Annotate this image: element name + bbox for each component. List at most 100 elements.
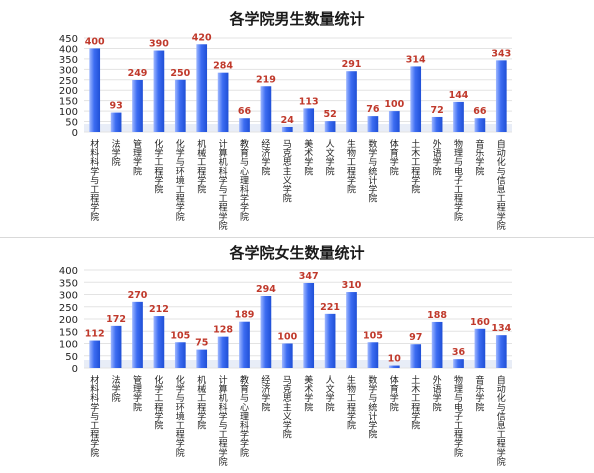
data-label: 105: [170, 330, 190, 341]
bar: [495, 335, 507, 368]
bar: [431, 321, 443, 368]
bar: [303, 108, 315, 132]
bar: [174, 342, 186, 368]
x-tick-label: 体育学院: [390, 138, 399, 177]
data-label: 212: [149, 304, 169, 315]
bar: [260, 86, 272, 132]
chart-title: 各学院女生数量统计: [228, 244, 364, 262]
x-tick-label: 自动化与信息工程学院: [497, 374, 506, 468]
data-label: 188: [427, 310, 447, 321]
x-tick-label: 管理学院: [133, 374, 142, 413]
x-tick-label: 经济学院: [261, 374, 270, 413]
bar: [89, 340, 101, 368]
bar: [410, 66, 422, 132]
data-label: 250: [170, 68, 190, 79]
data-label: 66: [473, 106, 487, 117]
data-label: 347: [299, 271, 319, 282]
y-tick-label: 300: [59, 65, 78, 76]
x-tick-label: 机械工程学院: [197, 138, 206, 196]
bar: [324, 313, 336, 368]
y-tick-label: 350: [59, 278, 78, 289]
data-label: 400: [85, 36, 105, 47]
x-tick-label: 教育与心理科学学院: [240, 374, 249, 459]
y-tick-label: 0: [72, 128, 78, 139]
bar: [281, 343, 293, 368]
data-label: 284: [213, 61, 233, 72]
x-tick-label: 计算机科学与工程学院: [219, 138, 228, 232]
data-label: 172: [106, 314, 126, 325]
y-tick-label: 0: [72, 364, 78, 375]
bar: [132, 79, 143, 132]
bar: [346, 292, 357, 368]
data-label: 97: [409, 332, 422, 343]
data-label: 189: [235, 310, 255, 321]
x-tick-label: 生物工程学院: [347, 138, 356, 196]
bar: [410, 344, 422, 368]
x-tick-label: 生物工程学院: [347, 374, 356, 432]
bar: [495, 60, 507, 132]
y-tick-label: 100: [59, 107, 78, 118]
x-tick-label: 音乐学院: [475, 138, 484, 177]
x-tick-label: 化学与环境工程学院: [176, 374, 185, 459]
x-tick-label: 外语学院: [433, 138, 442, 177]
plot-floor: [84, 360, 512, 368]
chart-title: 各学院男生数量统计: [228, 10, 364, 28]
data-label: 36: [452, 347, 466, 358]
bar: [217, 336, 229, 368]
bar: [239, 321, 250, 368]
data-label: 113: [299, 96, 319, 107]
y-tick-label: 350: [59, 55, 78, 66]
bar: [474, 328, 486, 368]
male-chart-panel: 各学院男生数量统计 0 50 100 150 200 250 300 350 400 450 400…: [0, 0, 594, 233]
bar: [453, 359, 464, 368]
bar: [367, 342, 379, 368]
data-label: 10: [388, 354, 402, 365]
x-tick-label: 数学与统计学院: [368, 374, 377, 441]
data-label: 343: [491, 48, 511, 59]
y-tick-label: 150: [59, 97, 78, 108]
female-chart-panel: 各学院女生数量统计 0 50 100 150 200 250 300 350 400 112 材料科…: [0, 237, 594, 471]
x-tick-label: 机械工程学院: [197, 374, 206, 432]
x-tick-label: 材料科学与工程学院: [90, 138, 99, 223]
x-tick-label: 外语学院: [433, 374, 442, 413]
data-label: 219: [256, 74, 276, 85]
x-tick-label: 数学与统计学院: [368, 138, 377, 205]
bar: [474, 118, 486, 132]
x-tick-label: 教育与心理科学学院: [240, 138, 249, 223]
x-tick-label: 体育学院: [390, 374, 399, 413]
x-tick-label: 音乐学院: [475, 374, 484, 413]
x-tick-label: 物理与电子工程学院: [454, 374, 463, 459]
data-label: 52: [323, 109, 336, 120]
data-label: 93: [109, 101, 122, 112]
x-tick-label: 法学院: [112, 374, 121, 404]
bar: [153, 50, 165, 132]
x-tick-label: 管理学院: [133, 138, 142, 177]
data-label: 294: [256, 284, 276, 295]
data-label: 314: [406, 54, 426, 65]
bar: [388, 111, 400, 132]
data-label: 100: [384, 99, 404, 110]
x-tick-label: 经济学院: [261, 138, 270, 177]
data-label: 144: [449, 90, 469, 101]
x-tick-label: 材料科学与工程学院: [90, 374, 99, 459]
data-label: 134: [491, 323, 511, 334]
bar: [239, 118, 250, 132]
bar: [303, 282, 315, 368]
y-tick-label: 250: [59, 303, 78, 314]
y-tick-label: 150: [59, 327, 78, 338]
data-label: 291: [342, 59, 362, 70]
bar: [132, 301, 143, 368]
x-tick-label: 自动化与信息工程学院: [497, 138, 506, 232]
x-tick-label: 人文学院: [326, 375, 335, 413]
x-tick-label: 美术学院: [304, 138, 313, 177]
x-tick-label: 法学院: [112, 138, 121, 168]
data-label: 310: [342, 280, 362, 291]
data-label: 420: [192, 32, 212, 43]
data-label: 270: [128, 290, 148, 301]
y-tick-label: 400: [59, 44, 78, 55]
data-label: 76: [366, 104, 380, 115]
x-tick-label: 物理与电子工程学院: [454, 138, 463, 223]
x-tick-label: 化学与环境工程学院: [176, 138, 185, 223]
x-tick-label: 土木工程学院: [411, 138, 420, 196]
